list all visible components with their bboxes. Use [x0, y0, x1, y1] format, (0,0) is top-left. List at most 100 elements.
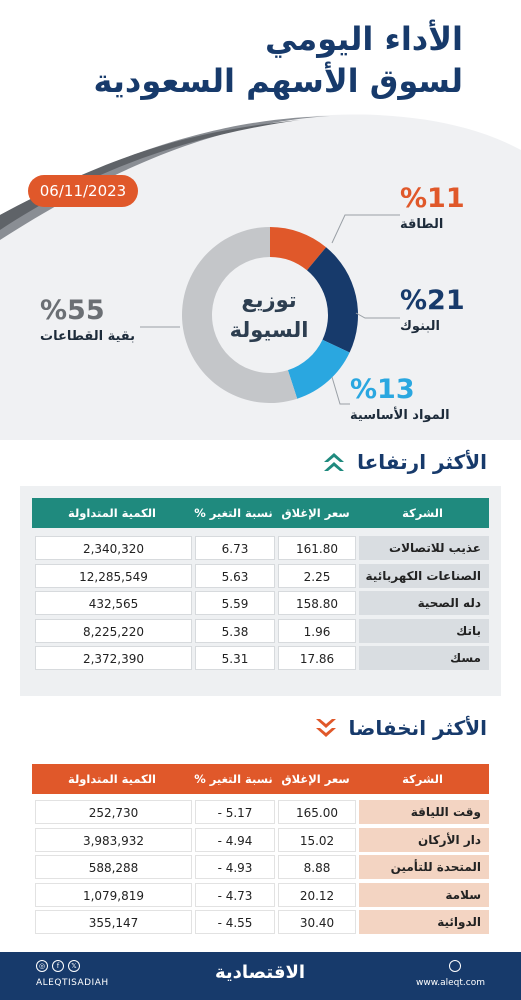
volume-cell: 12,285,549: [35, 563, 192, 588]
volume-cell: 432,565: [35, 591, 192, 615]
date-badge: 06/11/2023: [28, 175, 138, 207]
volume-cell: 1,079,819: [35, 882, 192, 907]
company-cell: المتحدة للتأمين: [359, 855, 489, 879]
page-title: الأداء اليومي لسوق الأسهم السعودية: [93, 18, 463, 102]
title-line-1: الأداء اليومي: [265, 20, 463, 58]
close-cell: 17.86: [278, 646, 356, 670]
company-cell: الدوائية: [359, 910, 489, 934]
website-link[interactable]: www.aleqt.com: [416, 978, 485, 988]
company-cell: وقت اللياقة: [359, 800, 489, 824]
double-chevron-up-icon: [324, 453, 345, 471]
company-cell: عذيب للاتصالات: [359, 536, 489, 560]
change-cell: 5.17 -: [195, 800, 275, 824]
table-row: الصناعات الكهربائية 2.25 5.63 12,285,549: [32, 563, 489, 588]
col-company: الشركة: [402, 772, 443, 786]
company-cell: سلامة: [359, 882, 489, 907]
gainers-table: الشركة سعر الإغلاق نسبة التغير % الكمية …: [20, 486, 501, 696]
close-cell: 8.88: [278, 855, 356, 879]
close-cell: 165.00: [278, 800, 356, 824]
losers-table-header: الشركة سعر الإغلاق نسبة التغير % الكمية …: [32, 764, 489, 794]
slice-name-materials: المواد الأساسية: [350, 408, 450, 423]
double-chevron-down-icon: [315, 719, 336, 737]
chart-title: توزيع السيولة: [229, 288, 309, 342]
header-decoration: [0, 0, 521, 240]
change-cell: 4.55 -: [195, 910, 275, 934]
gainers-title: الأكثر ارتفاعا: [357, 450, 487, 474]
col-change: نسبة التغير %: [194, 506, 273, 520]
change-cell: 4.93 -: [195, 855, 275, 879]
volume-cell: 355,147: [35, 910, 192, 934]
col-company: الشركة: [402, 506, 443, 520]
close-cell: 30.40: [278, 910, 356, 934]
gainers-rows: عذيب للاتصالات 161.80 6.73 2,340,320 الصناعا…: [32, 536, 489, 674]
losers-table: الشركة سعر الإغلاق نسبة التغير % الكمية …: [20, 758, 501, 948]
volume-cell: 588,288: [35, 855, 192, 879]
slice-label-materials: %13 المواد الأساسية: [350, 374, 460, 426]
losers-title: الأكثر انخفاضا: [348, 716, 487, 740]
volume-cell: 252,730: [35, 800, 192, 824]
change-cell: 4.73 -: [195, 882, 275, 907]
col-close: سعر الإغلاق: [281, 506, 350, 520]
leader-line-materials: [331, 376, 350, 405]
close-cell: 1.96: [278, 618, 356, 643]
company-cell: باتك: [359, 618, 489, 643]
volume-cell: 2,340,320: [35, 536, 192, 560]
slice-value-materials: %13: [350, 374, 415, 405]
slice-value-energy: %11: [400, 183, 465, 214]
close-cell: 158.80: [278, 591, 356, 615]
close-cell: 161.80: [278, 536, 356, 560]
header: الأداء اليومي لسوق الأسهم السعودية 06/11…: [0, 0, 521, 440]
table-row: الدوائية 30.40 4.55 -355,147: [32, 910, 489, 934]
col-volume: الكمية المتداولة: [67, 772, 157, 786]
volume-cell: 2,372,390: [35, 646, 192, 670]
leader-line-banks: [355, 312, 400, 319]
col-change: نسبة التغير %: [194, 772, 273, 786]
liquidity-donut-chart: [140, 214, 400, 405]
table-row: عذيب للاتصالات 161.80 6.73 2,340,320: [32, 536, 489, 560]
facebook-icon[interactable]: f: [52, 960, 64, 972]
company-cell: دار الأركان: [359, 827, 489, 852]
donut-slice-materials: [287, 339, 350, 399]
slice-label-banks: %21 البنوك: [400, 285, 470, 337]
change-cell: 5.59: [195, 591, 275, 615]
close-cell: 15.02: [278, 827, 356, 852]
losers-rows: وقت اللياقة 165.00 5.17 -252,730 دار الأركا…: [32, 800, 489, 938]
globe-icon: [449, 960, 461, 972]
leader-line-energy: [331, 214, 400, 244]
close-cell: 2.25: [278, 563, 356, 588]
table-row: دله الصحية 158.80 5.59 432,565: [32, 591, 489, 615]
donut-slice-energy: [270, 227, 327, 271]
x-icon[interactable]: 𝕏: [68, 960, 80, 972]
slice-name-energy: الطاقة: [400, 217, 444, 232]
table-row: دار الأركان 15.02 4.94 -3,983,932: [32, 827, 489, 852]
title-line-2: لسوق الأسهم السعودية: [93, 62, 463, 100]
donut-slice-rest: [181, 227, 298, 403]
table-row: سلامة 20.12 4.73 -1,079,819: [32, 882, 489, 907]
slice-label-energy: %11 الطاقة: [400, 183, 470, 235]
volume-cell: 3,983,932: [35, 827, 192, 852]
slice-label-rest: %55 بقية القطاعات: [40, 295, 140, 347]
brand-logo: الاقتصادية: [214, 962, 306, 983]
footer: ◎ f 𝕏 ALEQTISADIAH الاقتصادية www.aleqt.…: [0, 952, 521, 1000]
change-cell: 4.94 -: [195, 827, 275, 852]
company-cell: مسك: [359, 646, 489, 670]
col-volume: الكمية المتداولة: [67, 506, 157, 520]
slice-name-banks: البنوك: [400, 319, 441, 334]
slice-value-banks: %21: [400, 285, 465, 316]
instagram-icon[interactable]: ◎: [36, 960, 48, 972]
table-row: باتك 1.96 5.38 8,225,220: [32, 618, 489, 643]
change-cell: 5.38: [195, 618, 275, 643]
losers-section-title: الأكثر انخفاضا: [313, 716, 487, 740]
social-links: ◎ f 𝕏: [36, 960, 80, 972]
change-cell: 5.63: [195, 563, 275, 588]
close-cell: 20.12: [278, 882, 356, 907]
social-handle[interactable]: ALEQTISADIAH: [36, 978, 109, 988]
company-cell: الصناعات الكهربائية: [359, 563, 489, 588]
company-cell: دله الصحية: [359, 591, 489, 615]
table-row: مسك 17.86 5.31 2,372,390: [32, 646, 489, 670]
change-cell: 5.31: [195, 646, 275, 670]
table-row: المتحدة للتأمين 8.88 4.93 -588,288: [32, 855, 489, 879]
gainers-table-header: الشركة سعر الإغلاق نسبة التغير % الكمية …: [32, 498, 489, 528]
col-close: سعر الإغلاق: [281, 772, 350, 786]
slice-value-rest: %55: [40, 295, 105, 326]
